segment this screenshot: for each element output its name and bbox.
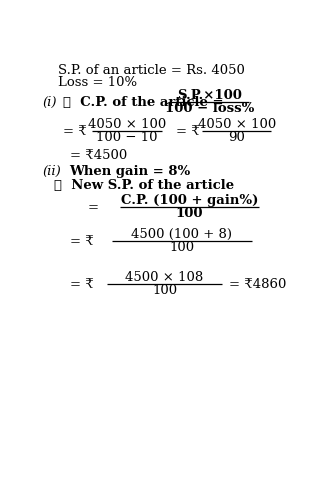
- Text: 4500 × 108: 4500 × 108: [126, 271, 204, 284]
- Text: 100: 100: [169, 240, 195, 253]
- Text: S.P.×100: S.P.×100: [177, 89, 242, 102]
- Text: ∴  New S.P. of the article: ∴ New S.P. of the article: [54, 179, 234, 193]
- Text: S.P. of an article = Rs. 4050: S.P. of an article = Rs. 4050: [57, 64, 244, 77]
- Text: C.P. (100 + gain%): C.P. (100 + gain%): [121, 194, 258, 207]
- Text: 100 − loss%: 100 − loss%: [165, 102, 254, 114]
- Text: 90: 90: [228, 131, 245, 144]
- Text: = ₹: = ₹: [176, 125, 199, 138]
- Text: (ii): (ii): [43, 165, 61, 178]
- Text: = ₹: = ₹: [70, 235, 94, 248]
- Text: = ₹4860: = ₹4860: [229, 278, 287, 291]
- Text: When gain = 8%: When gain = 8%: [69, 165, 190, 178]
- Text: 100: 100: [176, 206, 203, 220]
- Text: = ₹: = ₹: [70, 278, 94, 291]
- Text: = ₹: = ₹: [63, 125, 86, 138]
- Text: 4050 × 100: 4050 × 100: [88, 118, 166, 131]
- Text: 100: 100: [152, 284, 177, 297]
- Text: ∴  C.P. of the article =: ∴ C.P. of the article =: [63, 96, 223, 109]
- Text: 100 − 10: 100 − 10: [96, 131, 158, 144]
- Text: (i): (i): [43, 96, 57, 109]
- Text: 4050 × 100: 4050 × 100: [197, 118, 276, 131]
- Text: = ₹4500: = ₹4500: [70, 148, 127, 162]
- Text: Loss = 10%: Loss = 10%: [57, 76, 137, 89]
- Text: 4500 (100 + 8): 4500 (100 + 8): [131, 228, 232, 241]
- Text: =: =: [87, 201, 99, 214]
